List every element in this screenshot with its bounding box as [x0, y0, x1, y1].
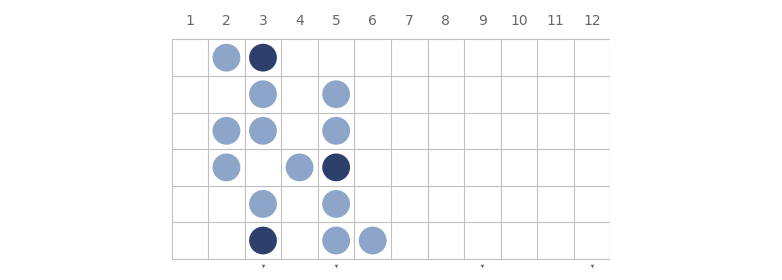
Text: 12: 12 [583, 14, 601, 28]
Text: 8: 8 [441, 14, 450, 28]
Circle shape [322, 80, 350, 108]
Circle shape [249, 227, 277, 255]
Text: 9: 9 [478, 14, 487, 28]
Circle shape [213, 117, 240, 145]
Text: 11: 11 [547, 14, 565, 28]
Text: 7: 7 [405, 14, 414, 28]
Circle shape [249, 117, 277, 145]
Circle shape [285, 153, 314, 181]
Circle shape [322, 153, 350, 181]
Circle shape [359, 227, 386, 255]
Circle shape [322, 190, 350, 218]
Text: 6: 6 [368, 14, 377, 28]
Circle shape [213, 44, 240, 72]
Text: 4: 4 [295, 14, 304, 28]
Circle shape [249, 190, 277, 218]
Circle shape [322, 117, 350, 145]
Text: 3: 3 [259, 14, 267, 28]
Text: 1: 1 [185, 14, 194, 28]
Text: 2: 2 [222, 14, 231, 28]
Circle shape [322, 227, 350, 255]
Text: 5: 5 [332, 14, 340, 28]
Circle shape [249, 44, 277, 72]
Circle shape [249, 80, 277, 108]
Text: 10: 10 [510, 14, 528, 28]
Circle shape [213, 153, 240, 181]
